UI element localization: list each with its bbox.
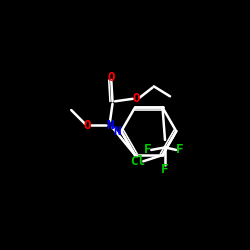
Text: F: F (161, 164, 169, 176)
Text: O: O (108, 71, 115, 84)
Text: N: N (114, 125, 121, 138)
Text: F: F (144, 144, 151, 156)
Text: Cl: Cl (130, 155, 145, 168)
Text: O: O (132, 92, 140, 105)
Text: O: O (84, 118, 91, 132)
Text: F: F (176, 144, 184, 156)
Text: N: N (106, 118, 114, 132)
